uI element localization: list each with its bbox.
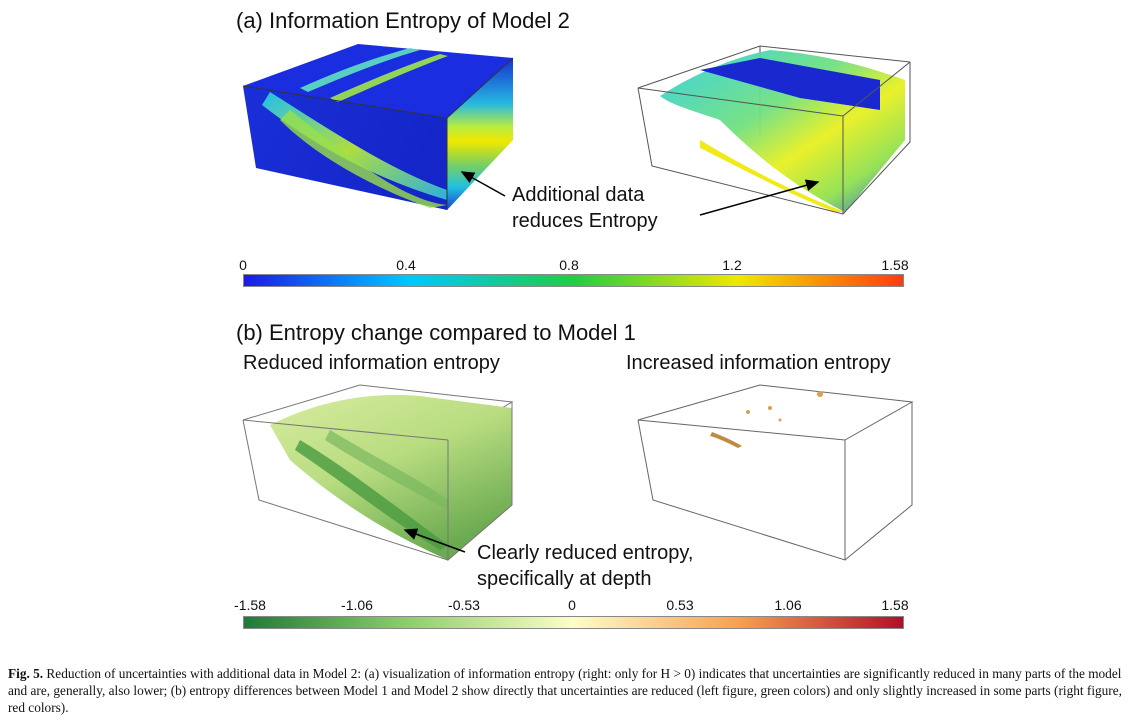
panel-b-tick-3: 0 bbox=[568, 597, 576, 613]
panel-b-tick-4: 0.53 bbox=[666, 597, 694, 613]
panel-b-title: (b) Entropy change compared to Model 1 bbox=[236, 320, 636, 345]
panel-a-title: (a) Information Entropy of Model 2 bbox=[236, 8, 570, 33]
figure-caption: Fig. 5. Reduction of uncertainties with … bbox=[8, 665, 1138, 716]
panel-a-tick-4: 1.58 bbox=[881, 257, 909, 273]
panel-a-arrow-left bbox=[460, 171, 506, 197]
panel-a-annotation-line1: Additional data bbox=[512, 184, 645, 206]
panel-a-colorbar bbox=[243, 274, 904, 287]
panel-b-annotation: Clearly reduced entropy, specifically at… bbox=[477, 540, 693, 592]
panel-a-tick-3: 1.2 bbox=[722, 257, 742, 273]
panel-b-right-subtitle: Increased information entropy bbox=[626, 352, 891, 374]
panel-b-annotation-line1: Clearly reduced entropy, bbox=[477, 542, 694, 564]
panel-b-tick-5: 1.06 bbox=[774, 597, 802, 613]
caption-text: Reduction of uncertainties with addition… bbox=[8, 666, 1122, 715]
panel-a-tick-2: 0.8 bbox=[559, 257, 579, 273]
panel-b-tick-0: -1.58 bbox=[234, 597, 266, 613]
panel-b-left-subtitle: Reduced information entropy bbox=[243, 352, 500, 374]
panel-b-annotation-line2: specifically at depth bbox=[477, 568, 652, 590]
panel-a-annotation: Additional data reduces Entropy bbox=[512, 182, 658, 234]
caption-label: Fig. 5. bbox=[8, 666, 44, 681]
panel-b-tick-2: -0.53 bbox=[448, 597, 480, 613]
panel-b-tick-6: 1.58 bbox=[881, 597, 909, 613]
panel-b-colorbar bbox=[243, 616, 904, 629]
panel-a-arrow-right bbox=[699, 179, 820, 216]
panel-a-tick-0: 0 bbox=[239, 257, 247, 273]
panel-a-tick-1: 0.4 bbox=[396, 257, 416, 273]
panel-b-tick-1: -1.06 bbox=[341, 597, 373, 613]
panel-a-annotation-line2: reduces Entropy bbox=[512, 210, 658, 232]
